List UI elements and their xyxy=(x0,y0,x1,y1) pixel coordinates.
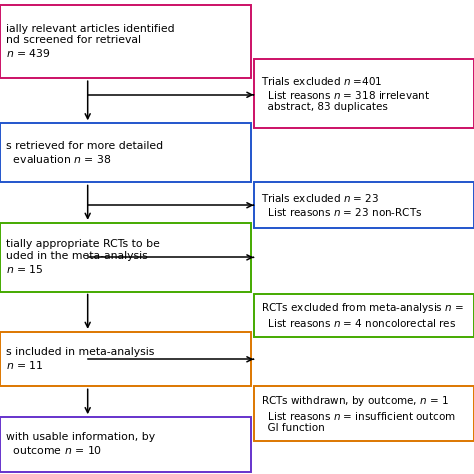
FancyBboxPatch shape xyxy=(254,59,474,128)
FancyBboxPatch shape xyxy=(0,5,251,78)
Text: RCTs withdrawn, by outcome, $n$ = 1
  List reasons $n$ = insufficient outcom
  G: RCTs withdrawn, by outcome, $n$ = 1 List… xyxy=(261,394,456,433)
FancyBboxPatch shape xyxy=(0,417,251,472)
Text: s included in meta-analysis
$n$ = 11: s included in meta-analysis $n$ = 11 xyxy=(6,347,154,371)
FancyBboxPatch shape xyxy=(254,182,474,228)
Text: with usable information, by
  outcome $n$ = 10: with usable information, by outcome $n$ … xyxy=(6,432,155,456)
Text: Trials excluded $n$ = 23
  List reasons $n$ = 23 non-RCTs: Trials excluded $n$ = 23 List reasons $n… xyxy=(261,192,422,218)
Text: ially relevant articles identified
nd screened for retrieval
$n$ = 439: ially relevant articles identified nd sc… xyxy=(6,24,174,59)
FancyBboxPatch shape xyxy=(0,332,251,386)
FancyBboxPatch shape xyxy=(0,223,251,292)
Text: tially appropriate RCTs to be
uded in the meta-analysis
$n$ = 15: tially appropriate RCTs to be uded in th… xyxy=(6,239,160,275)
FancyBboxPatch shape xyxy=(0,123,251,182)
FancyBboxPatch shape xyxy=(254,386,474,441)
Text: RCTs excluded from meta-analysis $n$ =
  List reasons $n$ = 4 noncolorectal res: RCTs excluded from meta-analysis $n$ = L… xyxy=(261,301,464,329)
Text: Trials excluded $n$ =401
  List reasons $n$ = 318 irrelevant
  abstract, 83 dupl: Trials excluded $n$ =401 List reasons $n… xyxy=(261,75,430,112)
Text: s retrieved for more detailed
  evaluation $n$ = 38: s retrieved for more detailed evaluation… xyxy=(6,141,163,165)
FancyBboxPatch shape xyxy=(254,294,474,337)
